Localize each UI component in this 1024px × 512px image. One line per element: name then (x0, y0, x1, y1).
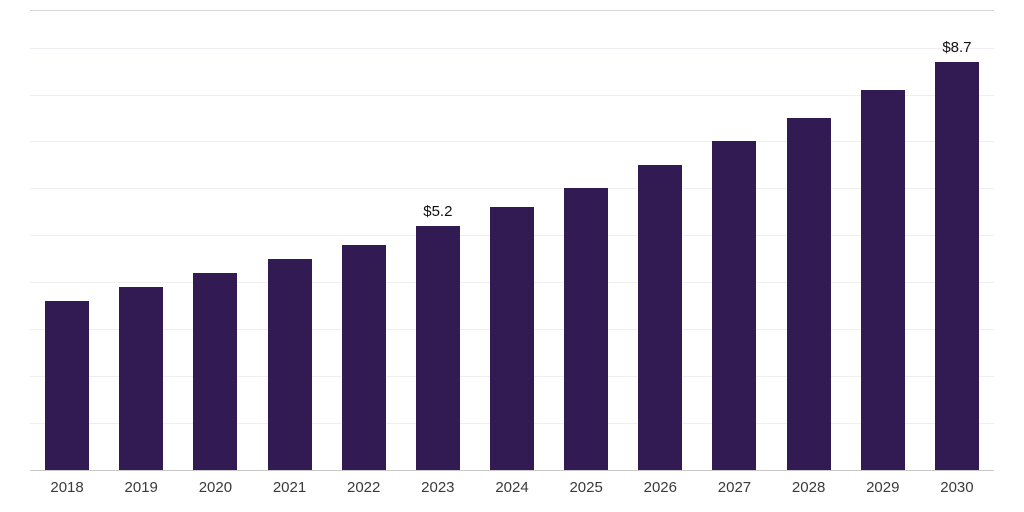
bar-2027 (712, 141, 757, 470)
x-label-2023: 2023 (421, 479, 455, 496)
x-axis-line (30, 470, 994, 471)
value-label-2030: $8.7 (942, 38, 972, 56)
x-label-2019: 2019 (124, 479, 158, 496)
plot-area: $5.2 $8.7 (30, 10, 994, 471)
bar-2019 (119, 286, 164, 470)
gridline (30, 141, 994, 143)
x-label-2026: 2026 (643, 479, 677, 496)
gridline (30, 47, 994, 49)
bar-2028 (786, 117, 831, 470)
x-axis: 2018 2019 2020 2021 2022 2023 2024 2025 2026 2027… (30, 479, 994, 501)
bar-2022 (341, 244, 386, 470)
x-label-2021: 2021 (272, 479, 307, 496)
x-label-2025: 2025 (569, 479, 603, 496)
bar-2026 (638, 164, 683, 470)
x-label-2028: 2028 (791, 479, 826, 496)
x-label-2029: 2029 (866, 479, 900, 496)
bar-2020 (193, 272, 238, 470)
bar-2023 (415, 225, 460, 470)
bar-2029 (860, 89, 905, 470)
x-label-2018: 2018 (50, 479, 84, 496)
value-label-2023: $5.2 (423, 202, 453, 220)
x-label-2030: 2030 (940, 479, 974, 496)
bar-2025 (564, 188, 609, 470)
bar-2021 (267, 258, 312, 470)
x-label-2027: 2027 (717, 479, 752, 496)
bar-2024 (490, 207, 534, 470)
x-label-2024: 2024 (495, 479, 529, 496)
x-label-2020: 2020 (198, 479, 233, 496)
bar-2018 (45, 301, 90, 470)
gridline (30, 94, 994, 96)
bar-2030 (934, 61, 979, 470)
x-label-2022: 2022 (347, 479, 381, 496)
gridline (30, 188, 994, 190)
